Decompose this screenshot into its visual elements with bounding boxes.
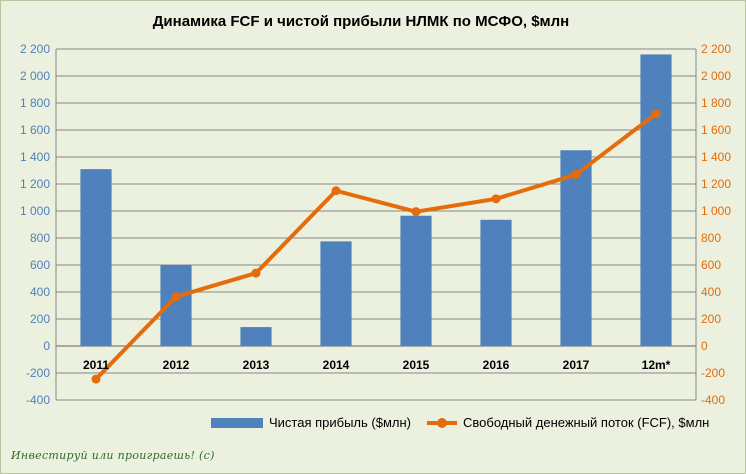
chart-title: Динамика FCF и чистой прибыли НЛМК по МС… [152, 13, 570, 30]
axis-labels: -400 -200 0 200 400 600 800 1 000 1 200 1 400 1 60… [20, 42, 731, 407]
y2-tick-label: 2 200 [701, 42, 731, 56]
y-tick-label: 2 000 [20, 69, 50, 83]
y-tick-label: -400 [26, 393, 50, 407]
y2-tick-label: 200 [701, 312, 721, 326]
x-tick-label: 2014 [323, 358, 350, 372]
bar [240, 327, 272, 346]
fcf-point [491, 194, 501, 204]
legend-label-net-profit: Чистая прибыль ($млн) [269, 415, 411, 430]
x-tick-label: 2011 [83, 358, 109, 372]
x-tick-label: 2013 [243, 358, 270, 372]
bar [80, 169, 112, 346]
legend-item-net-profit: Чистая прибыль ($млн) [211, 415, 411, 430]
y2-tick-label: -200 [701, 366, 725, 380]
y2-tick-label: 1 400 [701, 150, 731, 164]
watermark-text: Инвестируй или проиграешь! (c) [11, 449, 215, 462]
x-tick-label: 12m* [642, 358, 671, 372]
legend: Чистая прибыль ($млн) Свободный денежный… [211, 415, 731, 430]
line-series [91, 109, 661, 384]
y2-tick-label: 600 [701, 258, 721, 272]
y-tick-label: 400 [30, 285, 50, 299]
fcf-point [651, 109, 661, 119]
legend-line-swatch [427, 417, 457, 428]
y2-tick-label: 800 [701, 231, 721, 245]
y-tick-label: 200 [30, 312, 50, 326]
fcf-point [331, 186, 341, 196]
x-tick-label: 2012 [163, 358, 190, 372]
x-tick-label: 2015 [403, 358, 430, 372]
legend-bar-swatch [211, 417, 263, 428]
y2-tick-label: 2 000 [701, 69, 731, 83]
y2-tick-label: -400 [701, 393, 725, 407]
bar [320, 241, 352, 346]
fcf-point [571, 170, 581, 180]
y-tick-label: 1 000 [20, 204, 50, 218]
plot-area: -400 -200 0 200 400 600 800 1 000 1 200 1 400 1 60… [20, 42, 731, 407]
y-tick-label: 0 [43, 339, 50, 353]
axes [55, 49, 697, 400]
y2-tick-label: 1 200 [701, 177, 731, 191]
y-tick-label: 1 200 [20, 177, 50, 191]
x-tick-label: 2016 [483, 358, 510, 372]
y2-tick-label: 1 800 [701, 96, 731, 110]
y-tick-label: 1 400 [20, 150, 50, 164]
y2-tick-label: 400 [701, 285, 721, 299]
x-tick-label: 2017 [563, 358, 590, 372]
y2-tick-label: 1 000 [701, 204, 731, 218]
y-tick-label: 1 600 [20, 123, 50, 137]
bar [400, 215, 432, 346]
y-tick-label: 2 200 [20, 42, 50, 56]
y-tick-label: -200 [26, 366, 50, 380]
fcf-point [251, 268, 261, 278]
y-tick-label: 1 800 [20, 96, 50, 110]
gridlines [56, 48, 696, 401]
bar [560, 150, 592, 346]
y2-tick-label: 0 [701, 339, 708, 353]
fcf-line [94, 112, 658, 381]
legend-label-fcf: Свободный денежный поток (FCF), $млн [463, 415, 710, 430]
y2-tick-label: 1 600 [701, 123, 731, 137]
fcf-point [171, 292, 181, 302]
fcf-point [411, 207, 421, 217]
legend-item-fcf: Свободный денежный поток (FCF), $млн [427, 415, 709, 430]
bar-series [80, 54, 672, 347]
fcf-point [91, 374, 101, 384]
bar [640, 54, 672, 347]
y-tick-label: 800 [30, 231, 50, 245]
bar [480, 219, 512, 346]
y-tick-label: 600 [30, 258, 50, 272]
